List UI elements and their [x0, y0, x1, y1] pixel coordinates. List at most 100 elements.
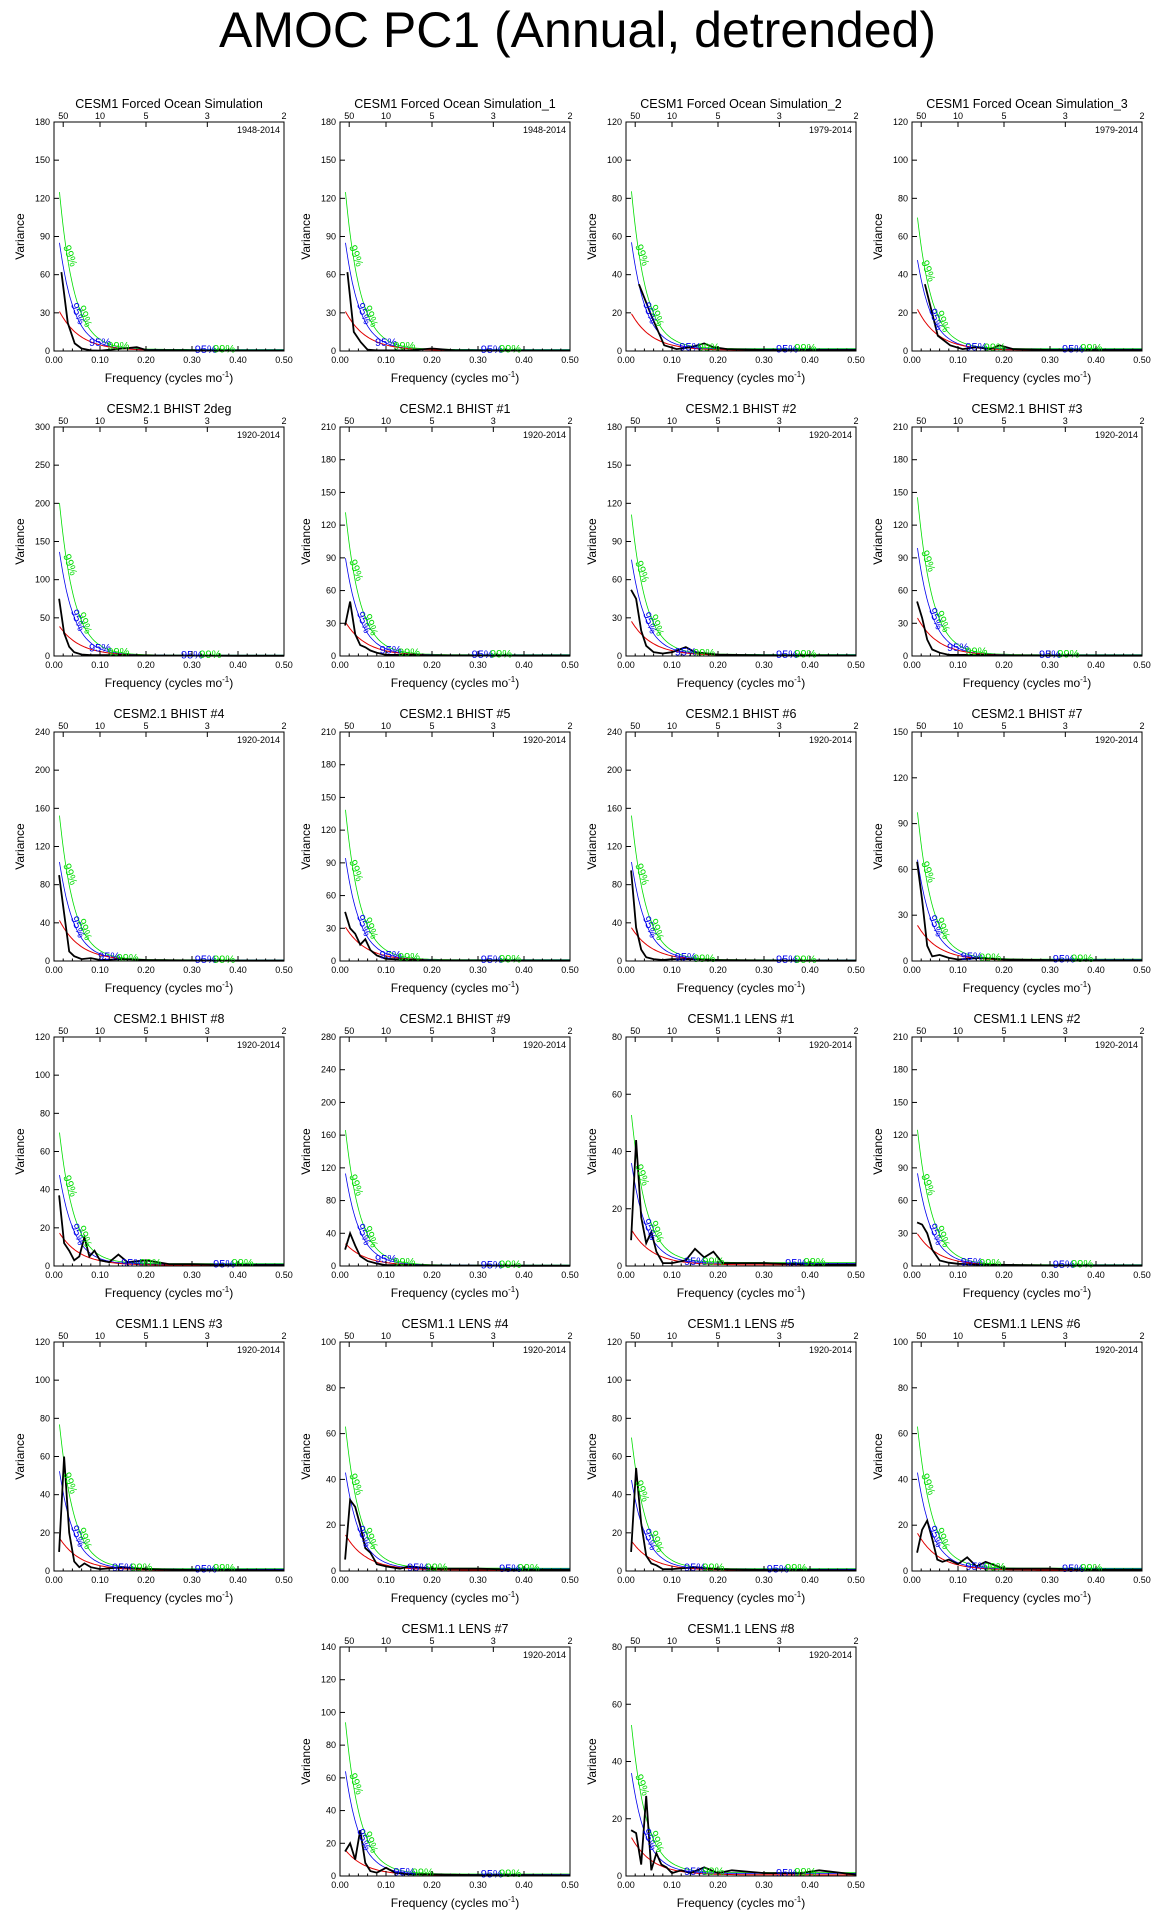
x-tick-label: 0.50: [847, 355, 865, 365]
top-tick-label: 50: [630, 416, 640, 426]
label-99-tail: 99%: [1071, 953, 1093, 965]
top-tick-label: 3: [1063, 1331, 1068, 1341]
y-tick-label: 40: [326, 1228, 336, 1238]
ci99-curve: [631, 191, 856, 350]
x-axis-label: Frequency (cycles mo-1): [391, 1590, 520, 1605]
label-95-tail: 95%: [1062, 343, 1084, 355]
top-tick-label: 3: [1063, 111, 1068, 121]
spectrum-line: [58, 1195, 284, 1266]
top-tick-label: 3: [1063, 721, 1068, 731]
spectrum-panel: CESM1 Forced Ocean Simulation 1948-2014 99…: [10, 96, 296, 400]
y-tick-label: 100: [893, 1337, 908, 1347]
x-tick-label: 0.00: [617, 965, 635, 975]
red-noise-curve: [631, 1837, 856, 1876]
y-tick-label: 100: [607, 155, 622, 165]
top-tick-label: 50: [630, 1636, 640, 1646]
label-99-tail: 99%: [1080, 343, 1102, 355]
label-99-tail: 99%: [794, 648, 816, 660]
x-axis-label-sup: -1: [794, 370, 802, 379]
red-noise-curve: [917, 1233, 1142, 1267]
period-label: 1948-2014: [523, 125, 566, 135]
panel-title: CESM1.1 LENS #3: [116, 1317, 223, 1331]
y-tick-label: 100: [893, 155, 908, 165]
x-axis-label-sup: -1: [508, 980, 516, 989]
x-axis-label-sup: -1: [508, 675, 516, 684]
label-99-flat: 99%: [984, 1562, 1006, 1574]
y-tick-label: 60: [326, 270, 336, 280]
x-tick-label: 0.00: [903, 965, 921, 975]
y-tick-label: 210: [893, 422, 908, 432]
panel-svg: CESM2.1 BHIST #81920-201499%95%99%95%99%…: [13, 1012, 293, 1300]
panel-title: CESM2.1 BHIST 2deg: [107, 402, 232, 416]
top-tick-label: 5: [1001, 1026, 1006, 1036]
x-tick-label: 0.40: [515, 1575, 533, 1585]
panel-svg: CESM2.1 BHIST #21920-201499%95%99%95%99%…: [585, 402, 865, 690]
x-tick-label: 0.50: [561, 660, 579, 670]
label-99-tail: 99%: [499, 954, 521, 966]
top-tick-label: 3: [777, 1636, 782, 1646]
label-99-flat: 99%: [702, 1866, 724, 1878]
y-tick-label: 150: [35, 537, 50, 547]
y-tick-label: 100: [35, 575, 50, 585]
ci95-curve: [59, 1471, 284, 1570]
label-95-tail: 95%: [1062, 1563, 1084, 1575]
label-99-flat: 99%: [140, 1257, 162, 1269]
label-99-tail: 99%: [213, 1563, 235, 1575]
plot-frame: [911, 1341, 1143, 1572]
top-tick-label: 3: [777, 1331, 782, 1341]
x-tick-label: 0.20: [995, 965, 1013, 975]
label-95-flat: 95%: [98, 951, 120, 963]
top-tick-label: 2: [853, 1026, 858, 1036]
label-95-tail: 95%: [472, 649, 494, 661]
spectrum-line: [630, 870, 856, 962]
label-99-tail: 99%: [213, 343, 235, 355]
x-axis-label-sup: -1: [222, 1285, 230, 1294]
panel-title: CESM1.1 LENS #7: [402, 1622, 509, 1636]
top-tick-label: 3: [205, 1026, 210, 1036]
panel-title: CESM1 Forced Ocean Simulation_2: [640, 97, 842, 111]
x-axis-label: Frequency (cycles mo-1): [105, 1285, 234, 1300]
x-tick-label: 0.20: [709, 1880, 727, 1890]
top-tick-label: 10: [381, 1331, 391, 1341]
label-99-flat: 99%: [979, 952, 1001, 964]
x-axis-label-main: Frequency (cycles mo: [105, 371, 223, 385]
label-95-tail: 95%: [195, 344, 217, 356]
y-axis-label: Variance: [871, 1128, 885, 1175]
x-tick-label: 0.40: [515, 355, 533, 365]
y-tick-label: 200: [321, 1097, 336, 1107]
x-tick-label: 0.30: [755, 1270, 773, 1280]
top-tick-label: 3: [205, 416, 210, 426]
x-tick-label: 0.50: [561, 1270, 579, 1280]
y-tick-label: 210: [893, 1032, 908, 1042]
y-tick-label: 240: [607, 727, 622, 737]
red-noise-curve: [59, 920, 284, 962]
spectrum-panel: CESM2.1 BHIST #5 1920-2014 99% 95% 99% 95% 99%…: [296, 706, 582, 1010]
x-axis-label-sup: -1: [508, 1590, 516, 1599]
x-axis-label-main: Frequency (cycles mo: [105, 676, 223, 690]
spectrum-line: [630, 1139, 856, 1266]
label-99-tail: 99%: [499, 1868, 521, 1880]
x-axis-label: Frequency (cycles mo-1): [963, 675, 1092, 690]
y-tick-label: 90: [326, 553, 336, 563]
y-tick-label: 240: [35, 727, 50, 737]
period-label: 1920-2014: [237, 735, 280, 745]
y-axis-label: Variance: [13, 213, 27, 260]
ci99-curve: [59, 815, 284, 961]
ci99-curve: [631, 1724, 856, 1873]
x-tick-label: 0.40: [229, 355, 247, 365]
y-tick-label: 20: [898, 1520, 908, 1530]
y-tick-label: 60: [612, 1089, 622, 1099]
x-tick-label: 0.10: [377, 965, 395, 975]
x-axis-label-sup: -1: [222, 980, 230, 989]
y-axis-label: Variance: [585, 213, 599, 260]
label-99-flat: 99%: [398, 952, 420, 964]
spectrum-line: [630, 589, 857, 657]
label-99-flat: 99%: [107, 341, 129, 353]
y-tick-label: 80: [40, 880, 50, 890]
top-tick-label: 10: [667, 111, 677, 121]
top-tick-label: 10: [95, 416, 105, 426]
y-tick-label: 30: [40, 308, 50, 318]
top-tick-label: 50: [344, 721, 354, 731]
